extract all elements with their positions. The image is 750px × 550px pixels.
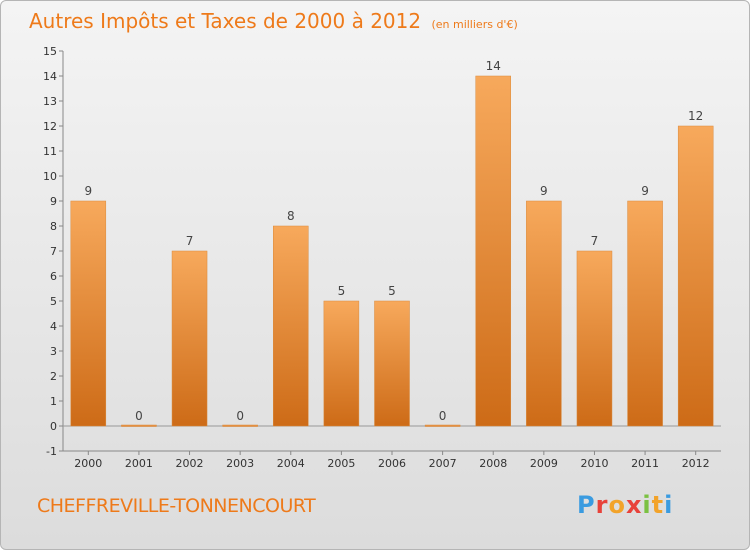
chart-title: Autres Impôts et Taxes de 2000 à 2012 (e… bbox=[29, 9, 518, 33]
x-tick-label-2003: 2003 bbox=[226, 457, 254, 470]
y-tick-label: 15 bbox=[43, 45, 57, 58]
y-tick-label: 6 bbox=[50, 270, 57, 283]
chart-value-labels: 9 0 7 0 8 5 5 0 14 9 7 9 12 bbox=[84, 59, 703, 423]
value-label-2010: 7 bbox=[591, 234, 599, 248]
bar-2002[interactable] bbox=[171, 250, 208, 427]
x-tick-label-2004: 2004 bbox=[277, 457, 305, 470]
logo-letter: P bbox=[577, 491, 596, 519]
chart-bars bbox=[70, 75, 714, 427]
bar-2004[interactable] bbox=[273, 225, 309, 427]
y-tick-label: 2 bbox=[50, 370, 57, 383]
value-label-2007: 0 bbox=[439, 409, 447, 423]
bar-2008[interactable] bbox=[475, 75, 511, 427]
bar-2011[interactable] bbox=[627, 200, 663, 427]
logo-letter: o bbox=[608, 491, 626, 519]
y-tick-label: -1 bbox=[46, 445, 57, 458]
x-tick-label-2000: 2000 bbox=[74, 457, 102, 470]
y-tick-label: 14 bbox=[43, 70, 57, 83]
x-tick-label-2005: 2005 bbox=[327, 457, 355, 470]
chart-title-text: Autres Impôts et Taxes de 2000 à 2012 bbox=[29, 9, 422, 33]
x-tick-label-2006: 2006 bbox=[378, 457, 406, 470]
logo-letter: x bbox=[625, 491, 643, 519]
x-tick-label-2012: 2012 bbox=[682, 457, 710, 470]
y-tick-label: 11 bbox=[43, 145, 57, 158]
y-tick-label: 12 bbox=[43, 120, 57, 133]
logo-letter: t bbox=[651, 491, 665, 519]
y-tick-label: 3 bbox=[50, 345, 57, 358]
value-label-2001: 0 bbox=[135, 409, 143, 423]
value-label-2000: 9 bbox=[84, 184, 92, 198]
value-label-2002: 7 bbox=[186, 234, 194, 248]
value-label-2005: 5 bbox=[338, 284, 346, 298]
x-tick-label-2001: 2001 bbox=[125, 457, 153, 470]
value-label-2003: 0 bbox=[236, 409, 244, 423]
bar-2010[interactable] bbox=[576, 250, 613, 427]
bar-2006[interactable] bbox=[374, 300, 410, 427]
y-tick-label: 1 bbox=[50, 395, 57, 408]
y-tick-label: 5 bbox=[50, 295, 57, 308]
logo-letter: r bbox=[595, 491, 609, 519]
bar-2007[interactable] bbox=[424, 424, 461, 427]
x-tick-label-2008: 2008 bbox=[479, 457, 507, 470]
proxiti-logo[interactable]: Proxiti bbox=[577, 491, 673, 519]
bar-2001[interactable] bbox=[121, 424, 157, 427]
value-label-2006: 5 bbox=[388, 284, 396, 298]
bar-2012[interactable] bbox=[677, 125, 714, 427]
value-label-2009: 9 bbox=[540, 184, 548, 198]
y-tick-label: 8 bbox=[50, 220, 57, 233]
value-label-2004: 8 bbox=[287, 209, 295, 223]
value-label-2011: 9 bbox=[641, 184, 649, 198]
x-tick-label-2011: 2011 bbox=[631, 457, 659, 470]
value-label-2012: 12 bbox=[688, 109, 703, 123]
x-tick-label-2009: 2009 bbox=[530, 457, 558, 470]
x-tick-label-2002: 2002 bbox=[176, 457, 204, 470]
y-tick-label: 4 bbox=[50, 320, 57, 333]
logo-letter: i bbox=[664, 491, 674, 519]
y-tick-label: 10 bbox=[43, 170, 57, 183]
x-tick-label-2010: 2010 bbox=[580, 457, 608, 470]
bar-2003[interactable] bbox=[222, 424, 258, 427]
value-label-2008: 14 bbox=[486, 59, 501, 73]
x-tick-label-2007: 2007 bbox=[429, 457, 457, 470]
y-tick-label: 13 bbox=[43, 95, 57, 108]
bar-2005[interactable] bbox=[323, 300, 360, 427]
y-tick-label: 7 bbox=[50, 245, 57, 258]
logo-letter: i bbox=[642, 491, 652, 519]
y-tick-label: 9 bbox=[50, 195, 57, 208]
y-tick-label: 0 bbox=[50, 420, 57, 433]
bar-2009[interactable] bbox=[526, 200, 562, 427]
bar-2000[interactable] bbox=[70, 200, 107, 427]
commune-name: CHEFFREVILLE-TONNENCOURT bbox=[37, 495, 316, 517]
chart-unit: (en milliers d'€) bbox=[431, 18, 518, 31]
